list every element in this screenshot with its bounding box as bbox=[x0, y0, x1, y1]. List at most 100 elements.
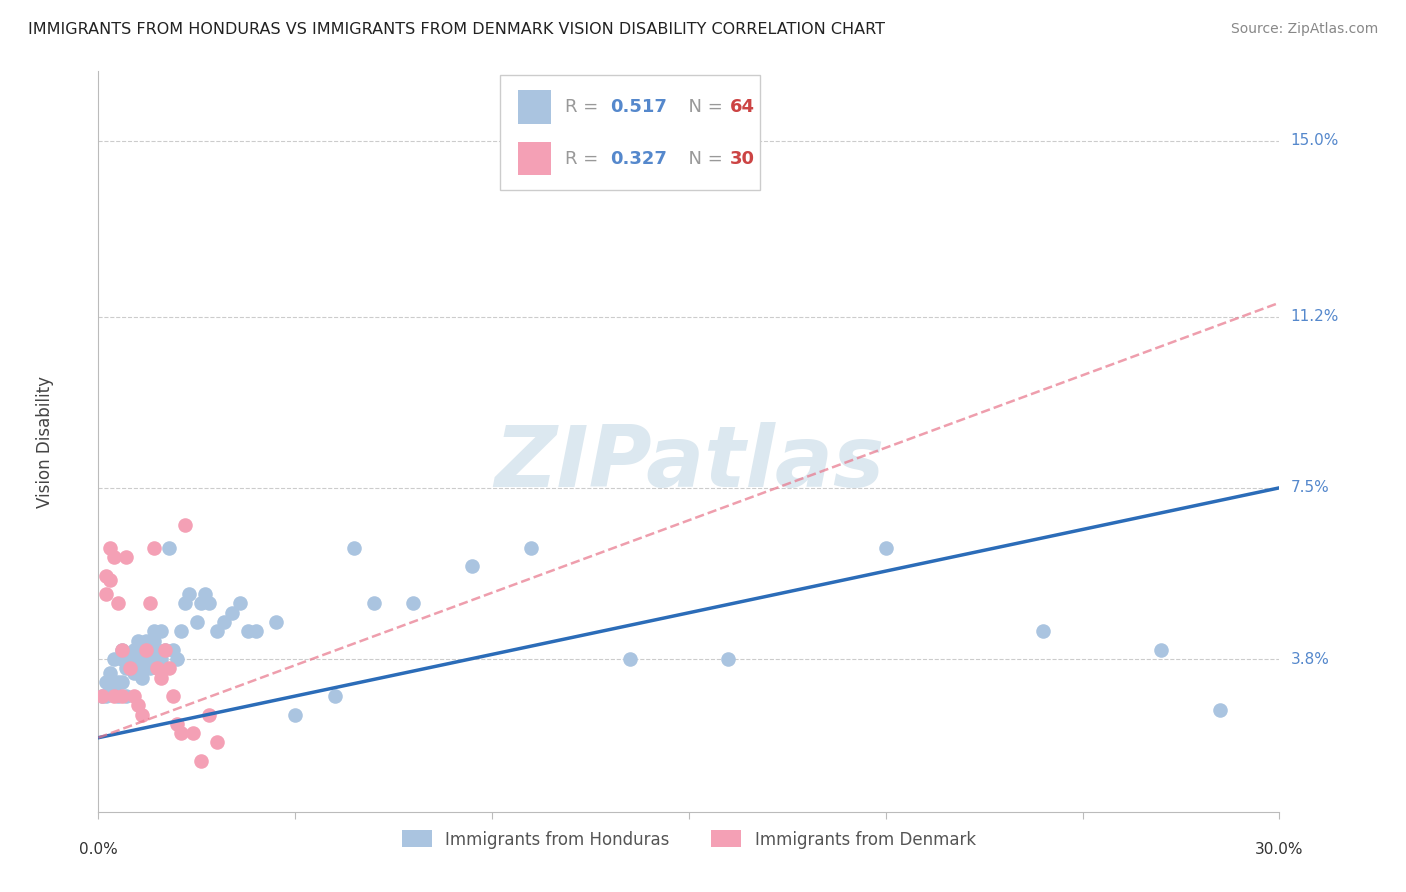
Point bbox=[111, 652, 134, 666]
Point bbox=[103, 652, 125, 666]
Point bbox=[118, 652, 141, 666]
Text: Vision Disability: Vision Disability bbox=[37, 376, 55, 508]
Point bbox=[127, 633, 149, 648]
Point bbox=[131, 671, 153, 685]
Text: N =: N = bbox=[678, 150, 728, 168]
Point bbox=[103, 689, 125, 703]
Point bbox=[166, 716, 188, 731]
Point bbox=[1032, 624, 1054, 639]
Text: Source: ZipAtlas.com: Source: ZipAtlas.com bbox=[1230, 22, 1378, 37]
Point bbox=[103, 684, 125, 698]
Point bbox=[142, 541, 165, 555]
Point bbox=[157, 541, 180, 555]
Point bbox=[150, 671, 173, 685]
Point bbox=[221, 606, 243, 620]
Text: 30: 30 bbox=[730, 150, 755, 168]
Point bbox=[186, 615, 208, 629]
Point bbox=[91, 689, 114, 703]
Point bbox=[181, 726, 204, 740]
Point bbox=[157, 661, 180, 675]
Point bbox=[619, 652, 641, 666]
Point bbox=[146, 661, 169, 675]
Point bbox=[142, 624, 165, 639]
Point bbox=[162, 689, 184, 703]
Point bbox=[717, 652, 740, 666]
Point bbox=[205, 735, 228, 749]
Point bbox=[174, 597, 197, 611]
Point bbox=[131, 642, 153, 657]
Point bbox=[875, 541, 897, 555]
Point bbox=[146, 642, 169, 657]
Point bbox=[98, 665, 121, 680]
Text: 0.0%: 0.0% bbox=[79, 842, 118, 857]
Point bbox=[177, 587, 200, 601]
Text: ZIPatlas: ZIPatlas bbox=[494, 422, 884, 505]
Point bbox=[96, 568, 118, 582]
Point bbox=[323, 689, 346, 703]
Point bbox=[284, 707, 307, 722]
Point bbox=[127, 698, 149, 713]
Point bbox=[98, 541, 121, 555]
Point bbox=[115, 689, 138, 703]
Text: N =: N = bbox=[678, 98, 728, 116]
Point bbox=[229, 597, 252, 611]
Point bbox=[150, 624, 173, 639]
FancyBboxPatch shape bbox=[501, 75, 759, 190]
Point bbox=[103, 550, 125, 565]
Point bbox=[122, 665, 145, 680]
Point bbox=[138, 661, 160, 675]
Point bbox=[135, 633, 157, 648]
Text: 11.2%: 11.2% bbox=[1291, 310, 1339, 324]
Text: 7.5%: 7.5% bbox=[1291, 480, 1329, 495]
Point bbox=[131, 707, 153, 722]
Point bbox=[146, 652, 169, 666]
Text: R =: R = bbox=[565, 98, 605, 116]
Point bbox=[138, 597, 160, 611]
Point bbox=[363, 597, 385, 611]
Point bbox=[135, 652, 157, 666]
Text: 15.0%: 15.0% bbox=[1291, 133, 1339, 148]
Point bbox=[138, 642, 160, 657]
Text: 3.8%: 3.8% bbox=[1291, 651, 1330, 666]
Point bbox=[115, 550, 138, 565]
Point bbox=[1209, 703, 1232, 717]
Point bbox=[107, 597, 129, 611]
Point bbox=[205, 624, 228, 639]
Point bbox=[135, 642, 157, 657]
Point bbox=[98, 574, 121, 588]
Text: 0.517: 0.517 bbox=[610, 98, 666, 116]
Point bbox=[107, 689, 129, 703]
Legend: Immigrants from Honduras, Immigrants from Denmark: Immigrants from Honduras, Immigrants fro… bbox=[395, 823, 983, 855]
Point bbox=[197, 597, 219, 611]
Text: R =: R = bbox=[565, 150, 605, 168]
Point bbox=[122, 689, 145, 703]
Point bbox=[111, 642, 134, 657]
Point bbox=[96, 587, 118, 601]
Point bbox=[122, 642, 145, 657]
Point bbox=[150, 652, 173, 666]
Point bbox=[115, 661, 138, 675]
Point bbox=[166, 652, 188, 666]
Point bbox=[1150, 642, 1173, 657]
Point bbox=[155, 642, 177, 657]
FancyBboxPatch shape bbox=[517, 90, 551, 124]
Text: 0.327: 0.327 bbox=[610, 150, 666, 168]
Point bbox=[190, 597, 212, 611]
Text: 30.0%: 30.0% bbox=[1256, 842, 1303, 857]
Point bbox=[264, 615, 287, 629]
Point bbox=[111, 675, 134, 690]
Point bbox=[170, 726, 193, 740]
Text: IMMIGRANTS FROM HONDURAS VS IMMIGRANTS FROM DENMARK VISION DISABILITY CORRELATIO: IMMIGRANTS FROM HONDURAS VS IMMIGRANTS F… bbox=[28, 22, 886, 37]
Point bbox=[214, 615, 236, 629]
Point bbox=[197, 707, 219, 722]
Point bbox=[245, 624, 267, 639]
Point bbox=[91, 689, 114, 703]
Point bbox=[343, 541, 366, 555]
Point bbox=[118, 661, 141, 675]
Point bbox=[194, 587, 217, 601]
Point bbox=[162, 642, 184, 657]
Text: 64: 64 bbox=[730, 98, 755, 116]
Point bbox=[127, 652, 149, 666]
Point bbox=[111, 642, 134, 657]
Point bbox=[155, 642, 177, 657]
